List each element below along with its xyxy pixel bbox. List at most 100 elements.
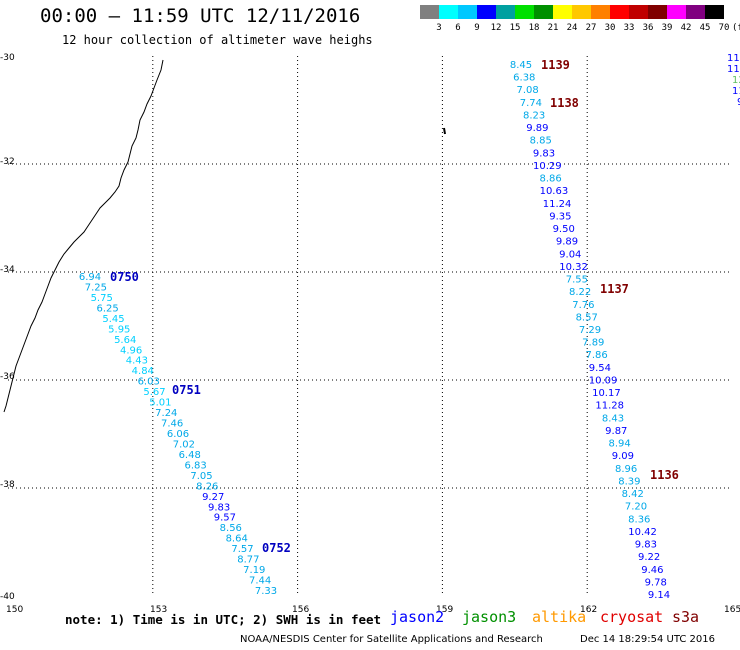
wave-height-value: 8.56 xyxy=(220,523,242,534)
coastline xyxy=(3,59,164,413)
legend-label: 21 xyxy=(547,23,559,33)
wave-height-value: 11.0 xyxy=(727,64,740,75)
pass-time-label: 0751 xyxy=(172,383,201,397)
wave-height-value: 7.29 xyxy=(579,325,601,336)
legend-swatch xyxy=(477,5,496,19)
wave-height-value: 5.01 xyxy=(149,398,171,409)
legend-swatch xyxy=(686,5,705,19)
wave-height-value: 4.43 xyxy=(126,356,148,367)
legend-swatch xyxy=(629,5,648,19)
legend-label: 6 xyxy=(455,23,461,33)
longitude-label: 150 xyxy=(6,605,23,615)
wave-height-value: 11.96 xyxy=(727,53,740,64)
footer-note: note: 1) Time is in UTC; 2) SWH is in fe… xyxy=(65,612,382,627)
legend-label: 9 xyxy=(474,23,480,33)
longitude-label: 153 xyxy=(150,605,167,615)
wave-height-value: 7.44 xyxy=(249,576,271,587)
wave-height-value: 10.29 xyxy=(533,161,562,172)
wave-height-value: 8.42 xyxy=(622,489,644,500)
wave-height-value: 6.03 xyxy=(138,377,160,388)
legend-swatch xyxy=(610,5,629,19)
legend-label: 24 xyxy=(566,23,578,33)
wave-height-value: 8.64 xyxy=(226,534,248,545)
wave-height-value: 11.28 xyxy=(595,401,624,412)
wave-height-value: 9.83 xyxy=(635,540,657,551)
satellite-name: jason2 xyxy=(390,608,445,626)
wave-height-value: 10.09 xyxy=(589,376,618,387)
wave-height-value: 8.23 xyxy=(523,111,545,122)
pass-time-label: 1139 xyxy=(541,58,570,72)
wave-height-value: 8.94 xyxy=(608,439,630,450)
land-mark xyxy=(443,127,446,135)
latitude-label: -34 xyxy=(0,265,15,275)
latitude-label: -32 xyxy=(0,157,15,167)
latitude-label: -30 xyxy=(0,53,15,63)
longitude-label: 162 xyxy=(580,605,597,615)
wave-height-value: 7.33 xyxy=(255,586,277,597)
wave-height-value: 5.67 xyxy=(143,387,165,398)
legend-swatch xyxy=(534,5,553,19)
wave-height-value: 8.26 xyxy=(196,481,218,492)
legend-swatch xyxy=(648,5,667,19)
generated-timestamp: Dec 14 18:29:54 UTC 2016 xyxy=(580,634,715,645)
map-subtitle: 12 hour collection of altimeter wave hei… xyxy=(62,33,373,47)
wave-height-value: 10.42 xyxy=(628,527,657,538)
wave-height-value: 6.48 xyxy=(179,450,201,461)
legend-swatch xyxy=(572,5,591,19)
legend-label: 45 xyxy=(699,23,711,33)
wave-height-value: 6.38 xyxy=(513,73,535,84)
wave-height-value: 9.27 xyxy=(202,492,224,503)
wave-height-value: 7.86 xyxy=(585,350,607,361)
wave-height-value: 9.89 xyxy=(526,123,548,134)
wave-height-value: 5.45 xyxy=(102,314,124,325)
pass-labels: 0750 0751 0752 1139 1138 1137 1136 xyxy=(110,58,679,555)
wave-height-value: 7.20 xyxy=(625,502,647,513)
legend-label: 15 xyxy=(509,23,521,33)
legend-swatch xyxy=(553,5,572,19)
legend-unit: (ft) xyxy=(732,23,740,33)
longitude-label: 159 xyxy=(436,605,453,615)
legend-swatch xyxy=(705,5,724,19)
wave-height-value: 8.43 xyxy=(602,413,624,424)
wave-height-value: 8.85 xyxy=(530,136,552,147)
wave-height-value: 6.25 xyxy=(96,303,118,314)
wave-height-value: 9.54 xyxy=(589,363,611,374)
legend-label: 12 xyxy=(490,23,502,33)
wave-height-value: 8.86 xyxy=(539,174,561,185)
wave-height-value: 7.89 xyxy=(582,338,604,349)
wave-height-value: 6.06 xyxy=(167,429,189,440)
pass-time-label: 1137 xyxy=(600,282,629,296)
legend-label: 27 xyxy=(585,23,597,33)
legend-label: 18 xyxy=(528,23,540,33)
legend-swatch xyxy=(439,5,458,19)
wave-height-value: 7.46 xyxy=(161,419,183,430)
legend-swatch xyxy=(420,5,439,19)
wave-height-value: 7.55 xyxy=(566,275,588,286)
wave-height-value: 8.77 xyxy=(237,555,259,566)
wave-height-value: 7.74 xyxy=(520,98,542,109)
wave-height-value: 7.57 xyxy=(231,544,253,555)
pass-time-label: 0752 xyxy=(262,541,291,555)
wave-height-value: 9.35 xyxy=(549,211,571,222)
wave-height-value: 5.64 xyxy=(114,335,136,346)
pass-time-label: 0750 xyxy=(110,270,139,284)
wave-height-value: 12.3 xyxy=(732,75,740,86)
credit-line: NOAA/NESDIS Center for Satellite Applica… xyxy=(240,634,543,645)
wave-height-value: 9.46 xyxy=(641,565,663,576)
grid-lines xyxy=(8,56,732,596)
latitude-label: -36 xyxy=(0,372,15,382)
legend-label: 33 xyxy=(623,23,635,33)
legend-label: 3 xyxy=(436,23,442,33)
wave-height-value: 8.36 xyxy=(628,514,650,525)
wave-height-value: 8.57 xyxy=(576,312,598,323)
legend-label: 36 xyxy=(642,23,654,33)
wave-height-value: 9.22 xyxy=(638,552,660,563)
latitude-label: -38 xyxy=(0,480,15,490)
legend-label: 42 xyxy=(680,23,692,33)
legend-swatch xyxy=(458,5,477,19)
latitude-label: -40 xyxy=(0,592,15,602)
wave-height-value: 10.32 xyxy=(559,262,588,273)
axis-labels: 150 153 156 159 162 165 -30 -32 -34 -36 -38 -40 xyxy=(0,53,740,615)
wave-height-value: 4.84 xyxy=(132,366,154,377)
map-title: 00:00 – 11:59 UTC 12/11/2016 xyxy=(40,5,361,27)
